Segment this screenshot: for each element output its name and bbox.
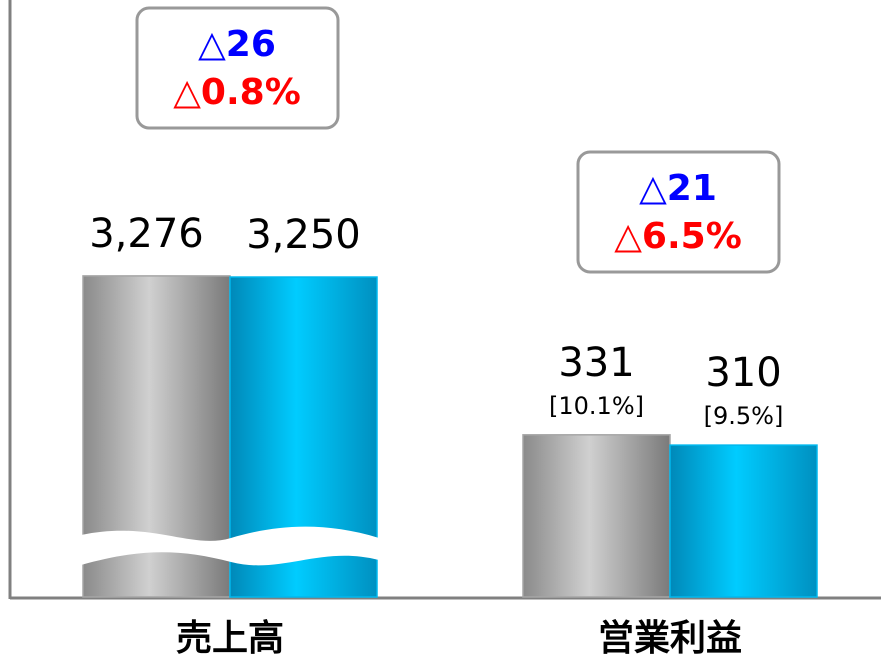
bar: [522, 434, 671, 598]
x-tick-label: 売上高: [176, 618, 284, 659]
bar: [669, 444, 818, 598]
ratio-label: [9.5%]: [704, 402, 784, 430]
value-label: 331: [558, 340, 634, 386]
annotation: △21: [639, 168, 717, 209]
x-tick-label: 営業利益: [598, 618, 742, 659]
annotation-box: [576, 150, 781, 274]
value-label: 3,276: [89, 211, 204, 257]
value-label: 310: [705, 350, 781, 396]
annotation: △26: [198, 24, 276, 65]
annotation: △6.5%: [614, 216, 742, 257]
value-label: 3,250: [246, 212, 361, 258]
annotation: △0.8%: [173, 72, 301, 113]
axis-break: [81, 526, 379, 566]
annotation-box: [135, 6, 340, 130]
ratio-label: [10.1%]: [549, 392, 644, 420]
